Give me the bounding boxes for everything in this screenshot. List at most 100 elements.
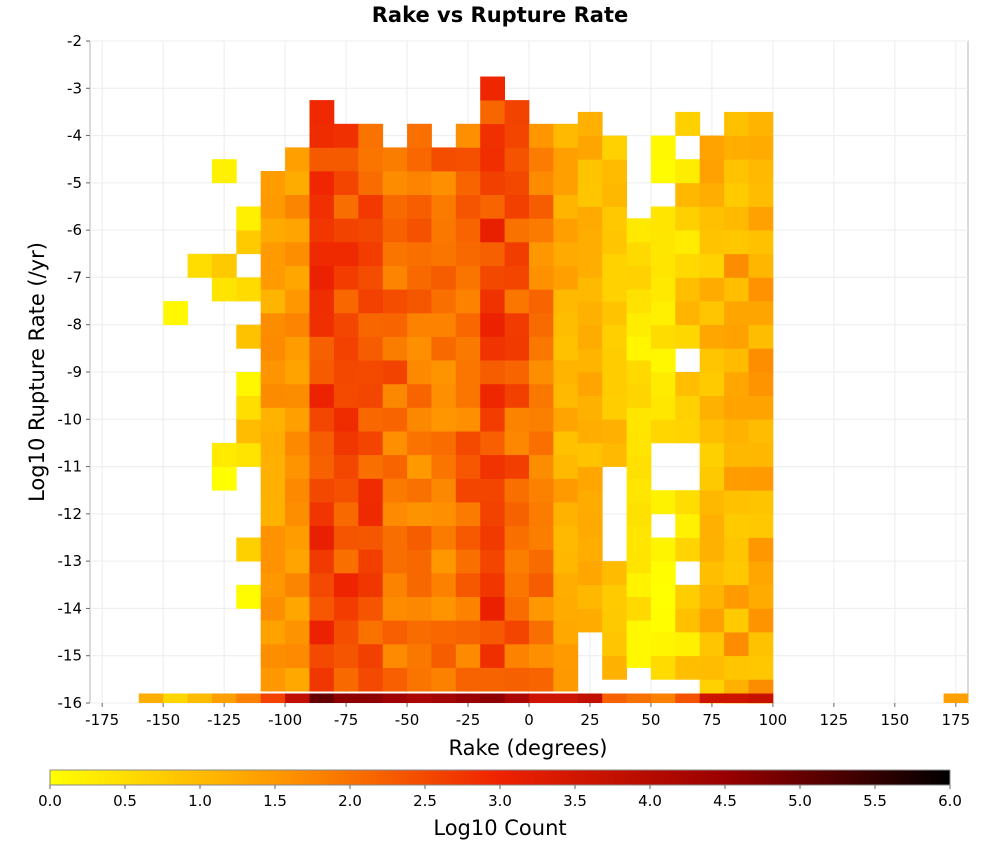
heatmap-cell — [602, 419, 627, 444]
heatmap-cell — [529, 478, 554, 503]
heatmap-cell — [553, 312, 579, 337]
heatmap-cell — [504, 289, 530, 314]
heatmap-cell — [602, 135, 627, 160]
heatmap-cell — [577, 159, 603, 184]
colorbar-tick-label: 5.5 — [863, 792, 887, 810]
heatmap-cell — [333, 525, 359, 550]
heatmap-cell — [529, 242, 554, 266]
y-tick-label: -3 — [67, 79, 82, 97]
heatmap-cell — [358, 265, 384, 290]
heatmap-cell — [309, 194, 335, 219]
heatmap-cell — [602, 301, 627, 326]
heatmap-cell — [333, 667, 359, 692]
heatmap-cell — [260, 643, 286, 668]
heatmap-cell — [480, 360, 505, 385]
heatmap-cell — [480, 643, 505, 668]
heatmap-cell — [650, 632, 676, 657]
heatmap-cell — [333, 312, 359, 337]
heatmap-cell — [480, 194, 505, 219]
heatmap-cell — [358, 667, 384, 692]
heatmap-cell — [553, 242, 579, 266]
heatmap-cell — [504, 360, 530, 385]
heatmap-cell — [724, 584, 749, 609]
heatmap-cell — [309, 123, 335, 148]
heatmap-cell — [260, 336, 286, 361]
heatmap-cell — [407, 596, 432, 621]
heatmap-cell — [358, 620, 384, 645]
heatmap-cell — [602, 584, 627, 609]
heatmap-cell — [309, 643, 335, 668]
heatmap-cell — [724, 395, 749, 420]
heatmap-cell — [358, 171, 384, 195]
heatmap-cell — [211, 253, 237, 278]
heatmap-cell — [358, 431, 384, 456]
heatmap-cell — [504, 194, 530, 219]
heatmap-cell — [602, 277, 627, 302]
heatmap-cell — [431, 454, 457, 479]
heatmap-cell — [431, 265, 457, 290]
heatmap-cell — [553, 289, 579, 314]
heatmap-cell — [382, 620, 408, 645]
heatmap-cell — [309, 596, 335, 621]
heatmap-cell — [309, 218, 335, 243]
heatmap-cell — [675, 655, 701, 680]
heatmap-cell — [260, 194, 286, 219]
heatmap-cell — [748, 632, 774, 657]
heatmap-cell — [748, 466, 774, 491]
heatmap-cell — [748, 395, 774, 420]
heatmap-cell — [358, 693, 384, 703]
heatmap-cell — [577, 206, 603, 231]
heatmap-cell — [382, 596, 408, 621]
heatmap-cell — [626, 265, 652, 290]
heatmap-cell — [382, 218, 408, 243]
heatmap-cell — [602, 348, 627, 373]
heatmap-cell — [748, 277, 774, 302]
heatmap-cell — [748, 159, 774, 184]
y-tick-label: -6 — [67, 221, 82, 239]
heatmap-cell — [309, 478, 335, 503]
y-tick-label: -10 — [58, 410, 83, 428]
heatmap-cell — [529, 360, 554, 385]
heatmap-cell — [724, 655, 749, 680]
heatmap-cell — [455, 147, 481, 172]
heatmap-cell — [260, 218, 286, 243]
colorbar-tick-label: 2.0 — [338, 792, 362, 810]
heatmap-cell — [260, 620, 286, 645]
heatmap-cell — [285, 454, 310, 479]
heatmap-cell — [577, 608, 603, 633]
heatmap-cell — [602, 324, 627, 349]
heatmap-cell — [724, 301, 749, 326]
heatmap-cell — [675, 513, 701, 538]
heatmap-cell — [236, 372, 262, 396]
heatmap-cell — [699, 490, 725, 515]
heatmap-cell — [382, 336, 408, 361]
heatmap-cell — [675, 490, 701, 515]
heatmap-cell — [699, 608, 725, 633]
x-tick-label: 125 — [820, 711, 849, 729]
heatmap-cell — [675, 395, 701, 420]
heatmap-cell — [504, 573, 530, 597]
heatmap-cell — [407, 312, 432, 337]
heatmap-cell — [285, 478, 310, 503]
heatmap-cell — [626, 360, 652, 385]
heatmap-cell — [504, 549, 530, 574]
heatmap-cell — [333, 693, 359, 703]
heatmap-cell — [553, 336, 579, 361]
heatmap-cell — [431, 620, 457, 645]
heatmap-cell — [480, 171, 505, 195]
heatmap-cell — [748, 348, 774, 373]
heatmap-cell — [504, 218, 530, 243]
heatmap-cell — [333, 407, 359, 432]
heatmap-cell — [455, 431, 481, 456]
heatmap-cell — [529, 643, 554, 668]
heatmap-cell — [333, 242, 359, 266]
y-tick-label: -11 — [58, 458, 83, 476]
heatmap-cell — [407, 360, 432, 385]
heatmap-cell — [748, 419, 774, 444]
heatmap-cell — [211, 466, 237, 491]
heatmap-cell — [163, 693, 188, 703]
heatmap-cell — [699, 395, 725, 420]
heatmap-cell — [577, 182, 603, 207]
heatmap-cell — [309, 573, 335, 597]
x-tick-label: 175 — [941, 711, 970, 729]
